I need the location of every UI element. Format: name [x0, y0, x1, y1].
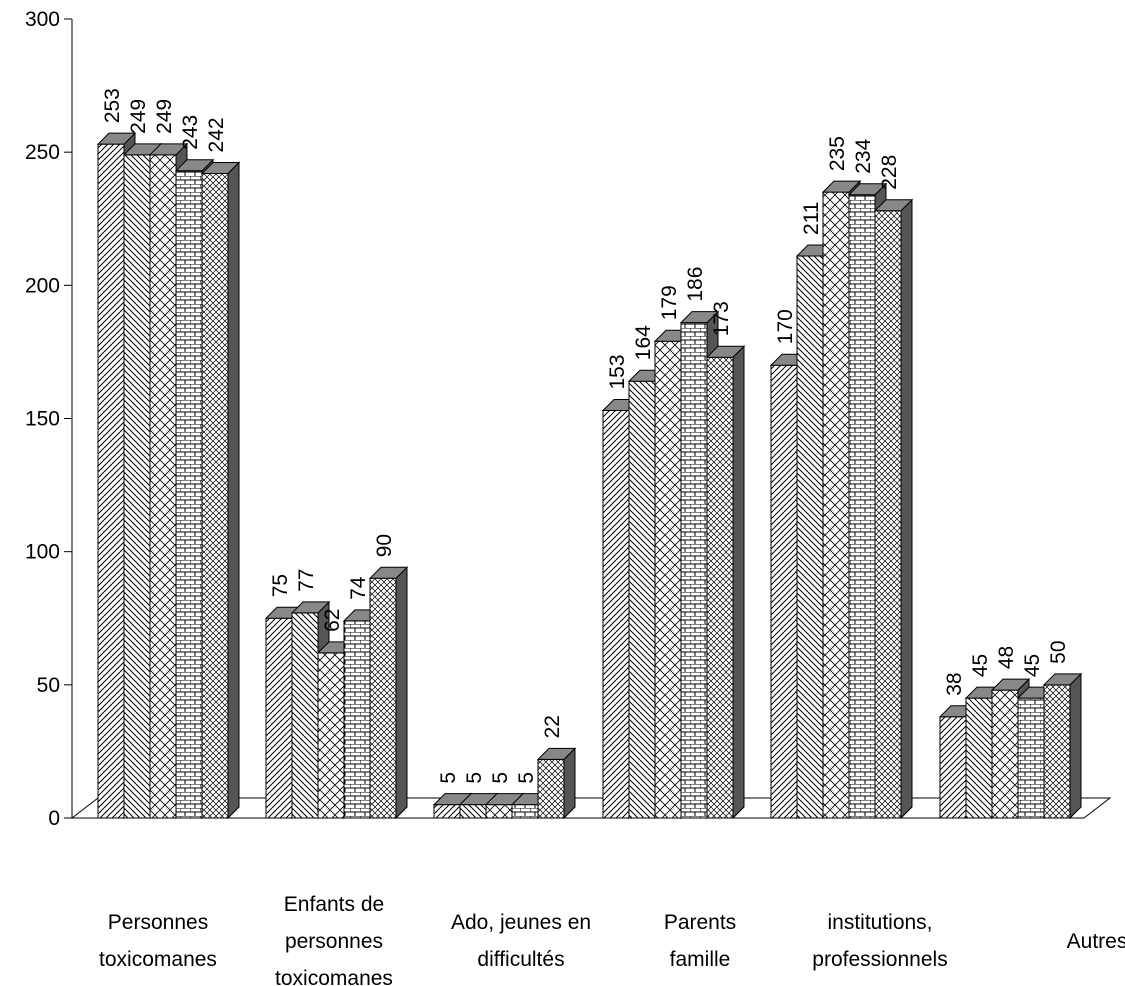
data-label: 62 [321, 609, 344, 632]
bar [200, 161, 241, 820]
data-label: 211 [800, 202, 823, 235]
data-label: 249 [127, 99, 150, 134]
data-label: 48 [995, 646, 1018, 669]
data-label: 5 [437, 772, 460, 784]
data-label: 22 [541, 715, 564, 738]
data-label: 5 [489, 772, 512, 784]
data-label: 5 [463, 772, 486, 784]
bar [705, 345, 746, 820]
data-label: 45 [969, 654, 992, 677]
data-label: 77 [295, 569, 318, 592]
y-tick-label: 250 [25, 141, 60, 164]
y-tick-label: 300 [25, 8, 60, 31]
x-category-label: Personnes toxicomanes [99, 911, 217, 971]
bar [1042, 672, 1083, 820]
data-label: 173 [710, 301, 733, 336]
bar [873, 198, 914, 820]
x-category-label: Enfants de personnes toxicomanes [275, 893, 393, 986]
y-tick-label: 50 [37, 674, 60, 697]
data-label: 38 [943, 672, 966, 695]
y-tick-label: 200 [25, 274, 60, 297]
y-tick-label: 100 [25, 541, 60, 564]
data-label: 234 [852, 138, 875, 173]
data-label: 249 [153, 99, 176, 134]
x-category-label: Parents famille [664, 911, 736, 971]
data-label: 90 [373, 534, 396, 557]
y-tick-label: 0 [48, 807, 60, 830]
data-label: 164 [632, 325, 655, 360]
data-label: 243 [179, 115, 202, 150]
data-label: 5 [515, 772, 538, 784]
x-category-label: Autres [1067, 930, 1125, 953]
bar [536, 747, 577, 820]
data-label: 235 [826, 136, 849, 171]
data-label: 186 [684, 267, 707, 302]
x-category-label: Ado, jeunes en difficultés [451, 911, 591, 971]
chart-floor [70, 797, 1112, 819]
bar [368, 566, 409, 820]
data-label: 74 [347, 576, 370, 600]
x-category-label: institutions, professionnels [812, 911, 947, 971]
data-label: 45 [1021, 654, 1044, 677]
y-tick-label: 150 [25, 408, 60, 431]
data-label: 153 [606, 354, 629, 389]
data-label: 253 [101, 88, 124, 123]
data-label: 50 [1047, 640, 1070, 663]
data-label: 170 [774, 309, 797, 344]
data-label: 179 [658, 285, 681, 320]
data-label: 75 [269, 574, 292, 597]
data-label: 242 [205, 117, 228, 152]
data-label: 228 [878, 155, 901, 190]
